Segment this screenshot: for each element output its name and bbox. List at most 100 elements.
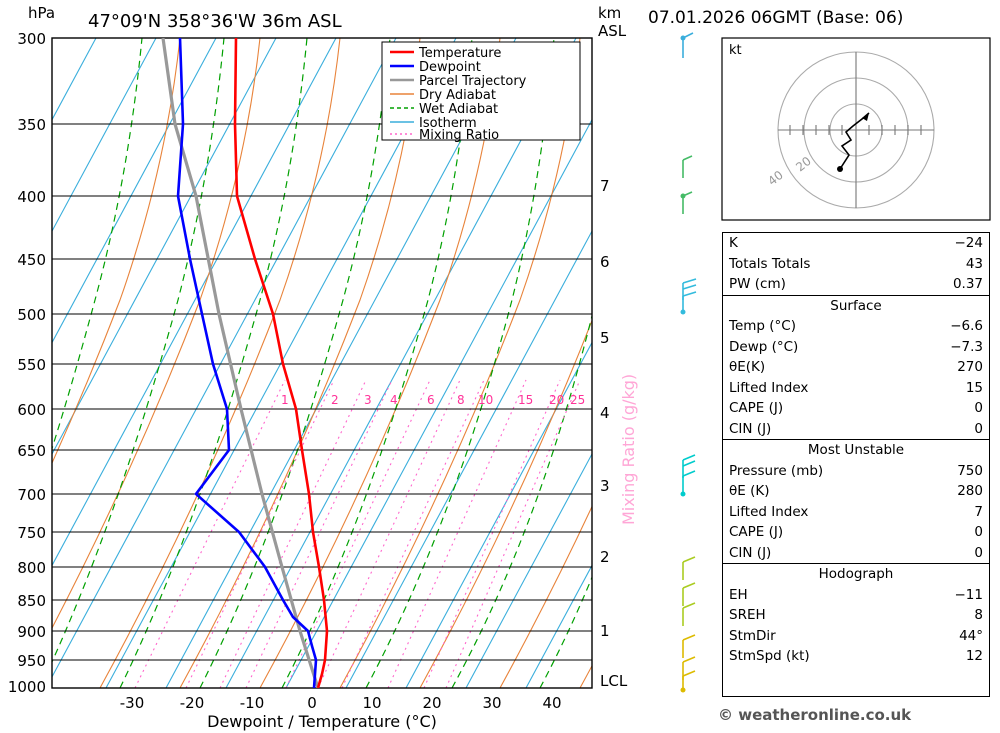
svg-text:800: 800 <box>17 559 46 577</box>
svg-text:Dewpoint: Dewpoint <box>419 60 481 75</box>
temperature-line <box>233 38 329 688</box>
x-axis-title: Dewpoint / Temperature (°C) <box>207 712 437 731</box>
mixing-ratio-tick-labels: 1 2 3 4 6 8 10 15 20 25 <box>281 393 585 407</box>
index-row: Pressure (mb) 750 <box>723 461 989 482</box>
index-row: EH −11 <box>723 585 989 606</box>
index-key: CAPE (J) <box>729 524 784 540</box>
index-row: SREH 8 <box>723 605 989 626</box>
svg-text:5: 5 <box>600 329 610 347</box>
svg-text:3: 3 <box>364 393 372 407</box>
index-value: 12 <box>965 648 983 664</box>
svg-text:4: 4 <box>390 393 398 407</box>
index-row: θE (K) 280 <box>723 481 989 502</box>
valid-time-title: 07.01.2026 06GMT (Base: 06) <box>648 8 904 28</box>
svg-text:700: 700 <box>17 486 46 504</box>
pressure-axis-labels: 300 350 400 450 500 550 600 650 700 750 … <box>8 30 46 696</box>
svg-text:1: 1 <box>600 622 610 640</box>
hodograph-unit-label: kt <box>729 43 742 58</box>
mixing-ratio-lines <box>134 379 581 688</box>
svg-text:1000: 1000 <box>8 678 46 696</box>
index-key: StmSpd (kt) <box>729 648 810 664</box>
index-key: θE(K) <box>729 359 766 375</box>
svg-text:350: 350 <box>17 116 46 134</box>
index-value: 0 <box>974 524 983 540</box>
index-key: PW (cm) <box>729 276 786 292</box>
pressure-unit-label: hPa <box>28 4 55 22</box>
svg-text:950: 950 <box>17 652 46 670</box>
index-row: StmSpd (kt) 12 <box>723 646 989 667</box>
index-key: StmDir <box>729 627 776 644</box>
credit-text[interactable]: © weatheronline.co.uk <box>718 706 912 724</box>
svg-text:40: 40 <box>542 694 561 712</box>
index-row: K −24 <box>723 233 989 254</box>
index-value: −7.3 <box>950 338 983 355</box>
index-value: 0.37 <box>952 276 983 292</box>
svg-text:2: 2 <box>600 548 610 566</box>
wind-barb-column <box>680 32 697 693</box>
index-row: CAPE (J) 0 <box>723 522 989 543</box>
svg-text:25: 25 <box>570 393 585 407</box>
svg-text:0: 0 <box>307 694 317 712</box>
plot-frame <box>51 37 593 689</box>
svg-text:-20: -20 <box>180 694 205 712</box>
index-key: CAPE (J) <box>729 400 784 416</box>
svg-text:8: 8 <box>457 393 465 407</box>
index-key: SREH <box>729 607 766 623</box>
legend: Temperature Dewpoint Parcel Trajectory D… <box>381 41 581 143</box>
svg-text:10: 10 <box>362 694 381 712</box>
index-key: Temp (°C) <box>729 318 796 334</box>
svg-text:600: 600 <box>17 401 46 419</box>
svg-text:1: 1 <box>281 393 289 407</box>
index-key: CIN (J) <box>729 544 772 561</box>
svg-text:10: 10 <box>478 393 493 407</box>
index-key: Pressure (mb) <box>729 462 824 479</box>
height-unit-label-km: km <box>598 4 621 22</box>
height-unit-label-asl: ASL <box>598 22 627 40</box>
lcl-label: LCL <box>600 672 628 690</box>
index-value: 0 <box>974 400 983 416</box>
svg-text:900: 900 <box>17 623 46 641</box>
svg-text:3: 3 <box>600 477 610 495</box>
index-row: Totals Totals 43 <box>723 254 989 275</box>
svg-text:6: 6 <box>427 393 435 407</box>
index-key: EH <box>729 586 748 603</box>
svg-text:-10: -10 <box>240 694 265 712</box>
svg-text:6: 6 <box>600 253 610 271</box>
svg-text:7: 7 <box>600 177 610 195</box>
svg-text:Wet Adiabat: Wet Adiabat <box>419 102 498 117</box>
index-row: Lifted Index 7 <box>723 502 989 523</box>
svg-text:850: 850 <box>17 592 46 610</box>
indices-panel: K −24 Totals Totals 43 PW (cm) 0.37 Surf… <box>722 232 990 697</box>
index-value: −24 <box>954 235 984 251</box>
svg-text:300: 300 <box>17 30 46 48</box>
svg-text:Dry Adiabat: Dry Adiabat <box>419 88 496 103</box>
index-value: 43 <box>965 255 983 272</box>
svg-text:20: 20 <box>422 694 441 712</box>
station-header: 47°09'N 358°36'W 36m ASL <box>88 11 342 32</box>
index-value: 44° <box>959 627 983 644</box>
temperature-axis-labels: -30 -20 -10 0 10 20 30 40 <box>120 694 562 712</box>
index-row: Lifted Index 15 <box>723 378 989 399</box>
most-unstable-section-title: Most Unstable <box>723 439 989 461</box>
index-key: Lifted Index <box>729 379 809 396</box>
svg-text:20: 20 <box>549 393 564 407</box>
index-row: Temp (°C) −6.6 <box>723 316 989 337</box>
svg-text:450: 450 <box>17 251 46 269</box>
index-value: 8 <box>974 607 983 623</box>
index-key: θE (K) <box>729 483 770 499</box>
svg-text:Parcel Trajectory: Parcel Trajectory <box>419 74 527 89</box>
index-key: K <box>729 235 738 251</box>
index-key: CIN (J) <box>729 420 772 437</box>
svg-text:750: 750 <box>17 524 46 542</box>
dewpoint-line <box>176 38 318 688</box>
index-row: PW (cm) 0.37 <box>723 274 989 295</box>
svg-text:-30: -30 <box>120 694 145 712</box>
index-row: CAPE (J) 0 <box>723 398 989 419</box>
index-key: Totals Totals <box>729 255 811 272</box>
hodograph-trace <box>839 112 870 170</box>
index-value: −6.6 <box>950 318 983 334</box>
mixing-ratio-axis-label: Mixing Ratio (g/kg) <box>619 374 638 525</box>
svg-text:550: 550 <box>17 356 46 374</box>
index-value: 750 <box>957 462 983 479</box>
